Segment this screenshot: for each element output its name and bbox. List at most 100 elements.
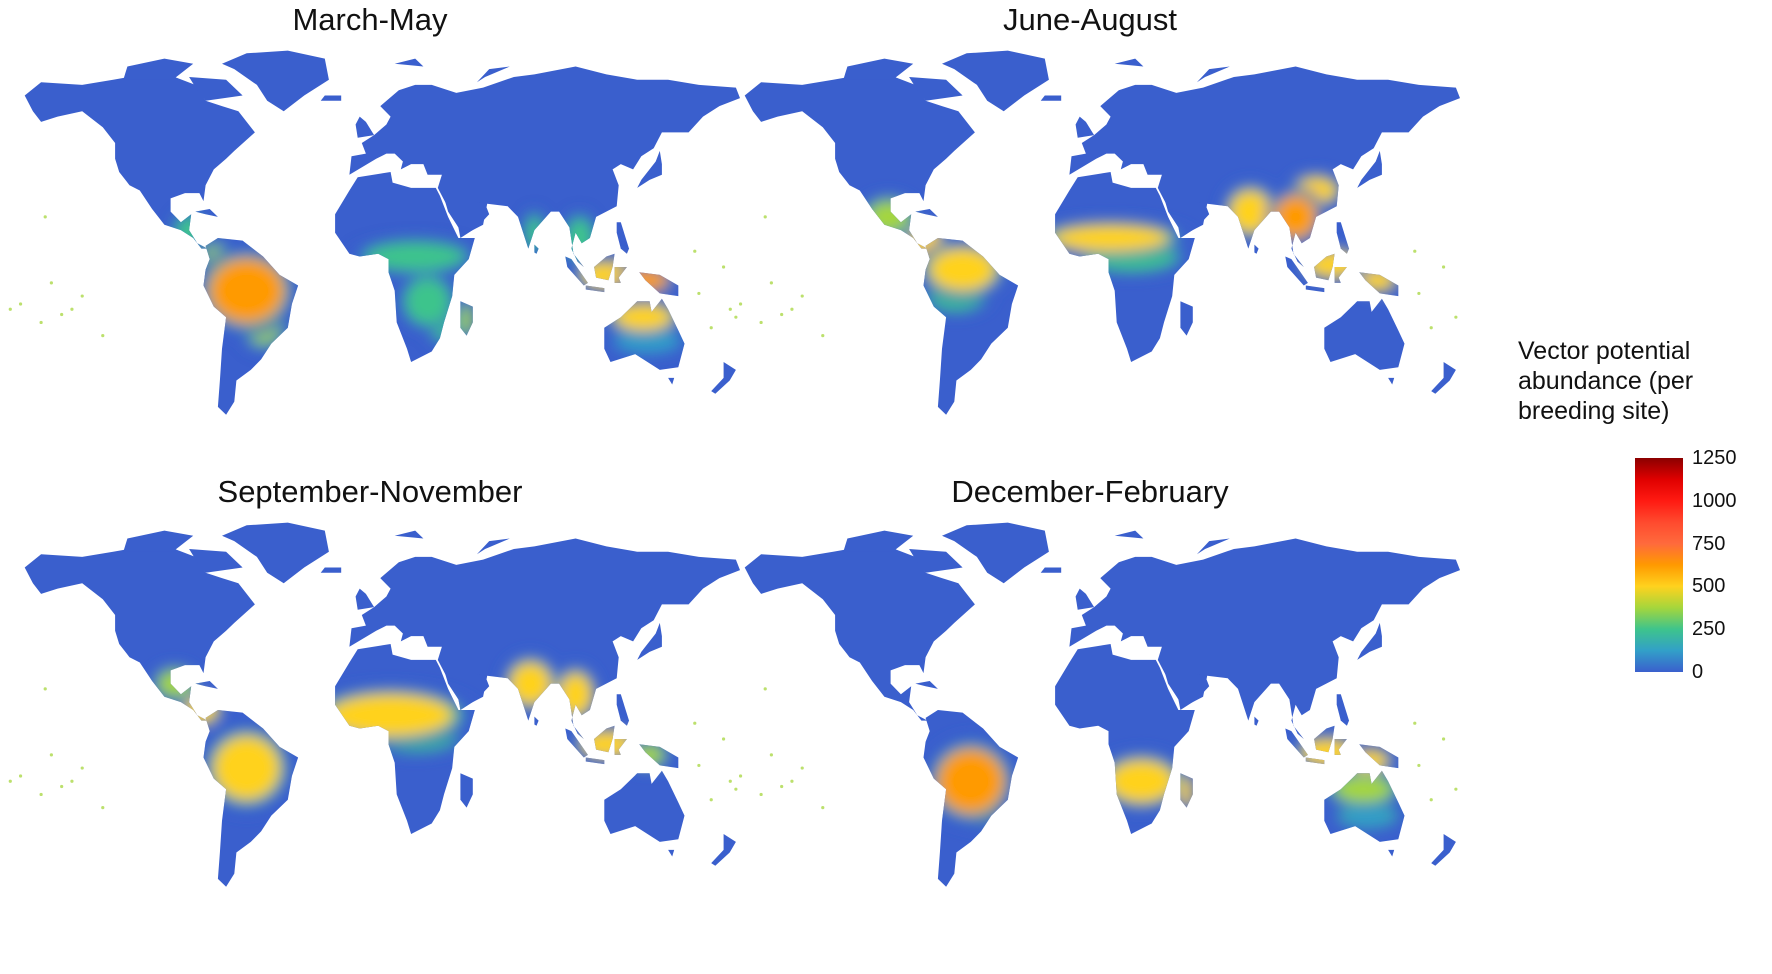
land-philippines [616, 222, 629, 254]
land-masses [744, 522, 1460, 887]
abundance-hotspot [868, 201, 910, 233]
abundance-hotspot [567, 219, 593, 257]
island-dot [101, 806, 105, 810]
land-cuba [195, 681, 218, 689]
land-greenland [942, 522, 1049, 584]
land-baffin [189, 549, 243, 573]
island-dot [728, 779, 732, 783]
abundance-hotspot [407, 280, 449, 323]
land-eurasia [349, 538, 740, 739]
island-dot [697, 763, 701, 768]
island-dot [759, 320, 763, 325]
pacific-islands [728, 215, 1458, 338]
panel-title: June-August [1002, 2, 1178, 37]
abundance-hotspot [158, 670, 192, 697]
island-dot [800, 766, 804, 770]
island-dot [800, 294, 804, 298]
abundance-band [182, 694, 221, 726]
abundance-hotspot [370, 243, 461, 270]
abundance-hotspot [460, 303, 473, 336]
land-baffin [909, 549, 963, 573]
island-dot [821, 334, 825, 338]
island-dot [18, 774, 23, 778]
abundance-hotspot [328, 694, 453, 737]
land-north-america [744, 546, 975, 721]
abundance-hotspot [213, 736, 280, 800]
land-japan [637, 622, 662, 660]
abundance-hotspot [581, 731, 632, 758]
land-sumatra [1285, 256, 1308, 286]
island-dot [790, 779, 794, 783]
island-dot [43, 215, 47, 219]
land-new-zealand [711, 362, 736, 394]
abundance-hotspot [1229, 190, 1271, 233]
island-dot [39, 320, 43, 325]
land-japan [637, 150, 662, 188]
land-baffin [189, 77, 243, 101]
land-madagascar [1180, 301, 1193, 336]
island-dot [721, 737, 726, 741]
land-uk [355, 588, 375, 610]
island-dot [49, 753, 53, 757]
legend-color-bar [1635, 458, 1683, 672]
abundance-hotspot [176, 216, 202, 244]
land-svalbard [394, 58, 424, 67]
island-dot [709, 798, 713, 802]
pacific-islands [8, 687, 738, 810]
abundance-hotspot [614, 303, 673, 331]
island-dot [101, 334, 105, 338]
abundance-hotspot [1307, 251, 1358, 278]
abundance-hotspot [631, 744, 664, 766]
pacific-islands [728, 687, 1458, 810]
land-arabia [1161, 662, 1210, 710]
land-greenland [942, 50, 1049, 112]
abundance-hotspot [937, 749, 1004, 813]
abundance-hotspot [626, 269, 669, 291]
land-uk [1075, 588, 1095, 610]
land-tasmania [1388, 377, 1395, 385]
land-uk [1075, 116, 1095, 138]
island-dot [70, 779, 74, 783]
panel-title: December-February [951, 474, 1229, 509]
land-arabia [441, 662, 490, 710]
abundance-hotspot [559, 673, 592, 716]
land-north-america [24, 74, 255, 249]
land-masses [24, 50, 740, 415]
color-legend: Vector potential abundance (per breeding… [1518, 336, 1768, 696]
legend-tick-label: 0 [1692, 661, 1704, 683]
land-iceland [1040, 567, 1062, 573]
panel-title: March-May [292, 2, 448, 37]
land-new-zealand [1431, 834, 1456, 866]
land-arctic-isl [123, 530, 194, 552]
island-dot [1413, 721, 1417, 725]
land-cuba [915, 209, 938, 217]
land-arctic-isl [843, 58, 914, 80]
island-dot [70, 307, 74, 311]
land-cuba [195, 209, 218, 217]
abundance-hotspot [185, 696, 218, 724]
island-dot [780, 784, 784, 789]
abundance-hotspot [1361, 269, 1395, 291]
legend-tick-label: 750 [1692, 532, 1726, 555]
island-dot [693, 721, 697, 725]
island-dot [821, 806, 825, 810]
island-dot [8, 779, 12, 783]
land-arctic-isl [123, 58, 194, 80]
island-dot [728, 307, 732, 311]
abundance-hotspot [1180, 775, 1193, 808]
island-dot [693, 249, 697, 253]
land-eurasia [1069, 66, 1460, 267]
abundance-hotspot [929, 248, 996, 291]
abundance-hotspot [1053, 224, 1169, 252]
land-tasmania [1388, 849, 1395, 857]
island-dot [1441, 737, 1446, 741]
island-dot [18, 302, 23, 306]
panel-december-february: December-February [720, 472, 1460, 902]
land-java [1305, 285, 1325, 293]
world-map [8, 50, 740, 415]
land-north-america [744, 74, 975, 249]
land-philippines [1336, 222, 1349, 254]
abundance-overlay [923, 733, 1406, 831]
island-dot [763, 687, 767, 691]
island-dot [697, 291, 701, 296]
